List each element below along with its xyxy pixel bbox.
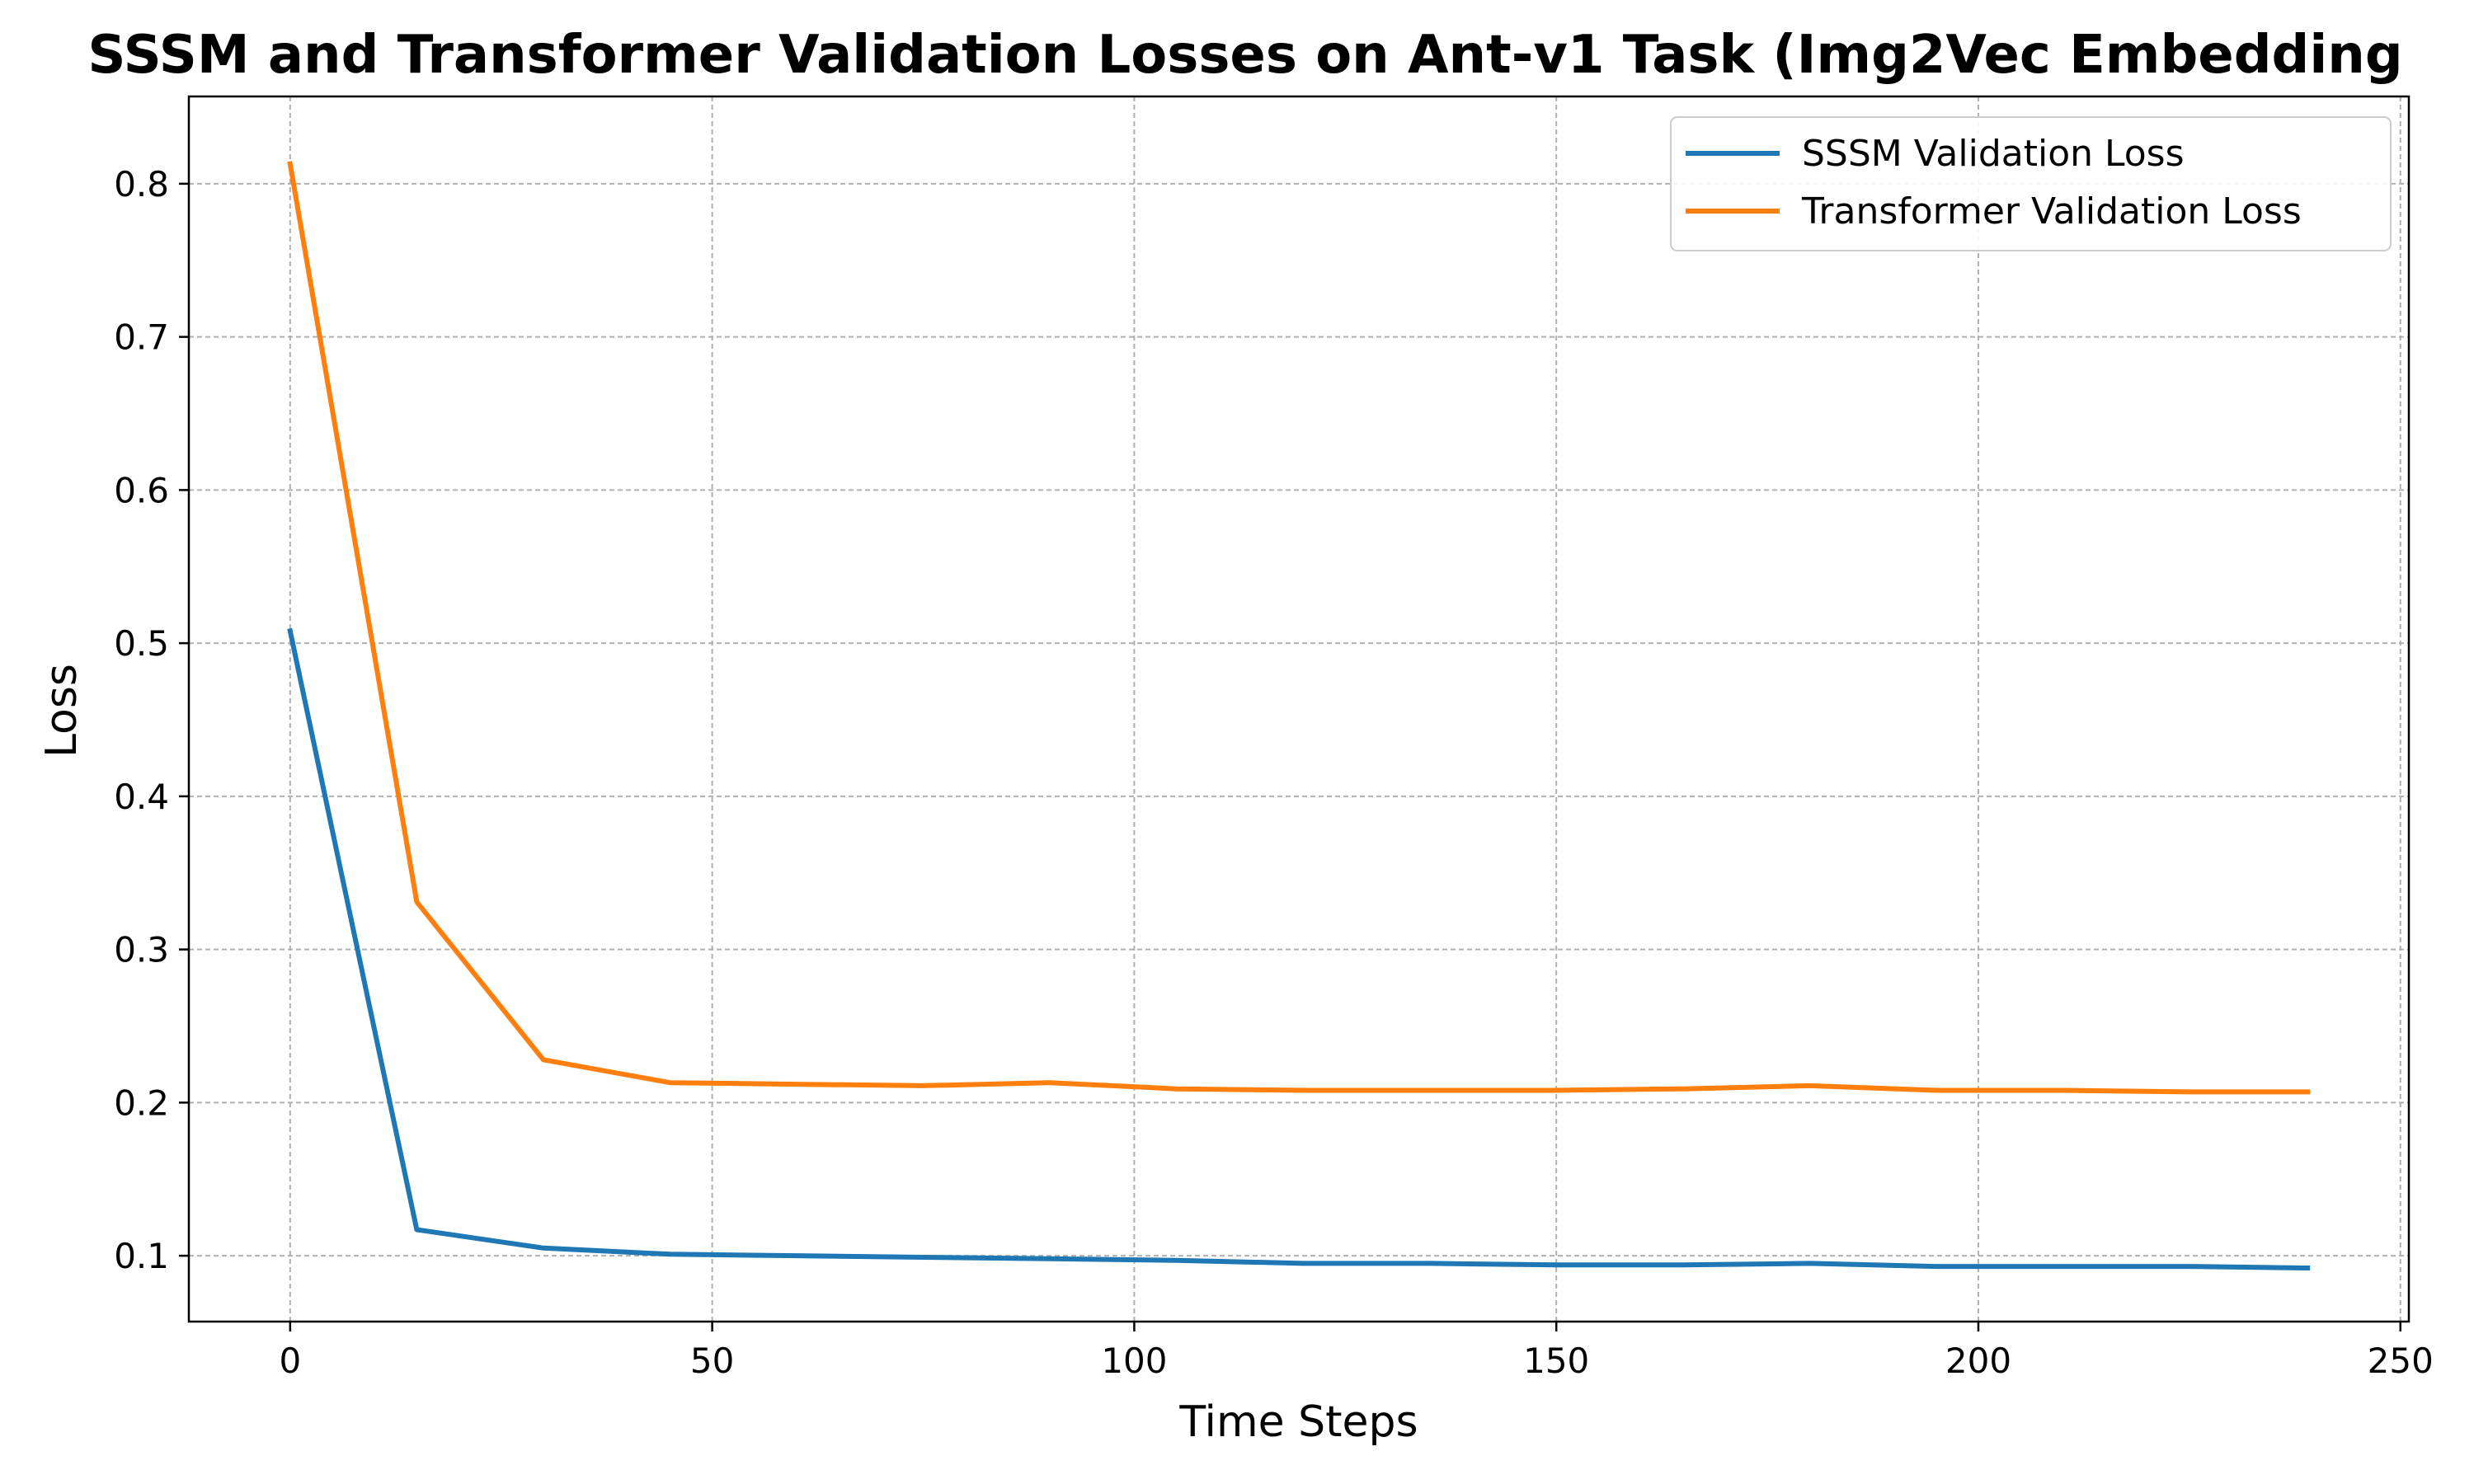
chart-title: SSSM and Transformer Validation Losses o… <box>87 25 2402 86</box>
y-axis-label: Loss <box>37 664 87 758</box>
legend-box <box>1670 116 2392 251</box>
series-lines <box>287 161 2311 1271</box>
plot-frame <box>187 95 2411 1323</box>
series-line-2 <box>287 161 2311 1095</box>
y-tick-label: 0.6 <box>114 470 169 510</box>
x-tick-label: 200 <box>1945 1341 2011 1381</box>
x-tick-label: 0 <box>279 1341 301 1381</box>
y-tick-label: 0.3 <box>114 930 169 970</box>
x-tick-label: 50 <box>690 1341 734 1381</box>
legend-label: SSSM Validation Loss <box>1802 133 2185 175</box>
y-tick-label: 0.4 <box>114 777 169 817</box>
y-tick-label: 0.2 <box>114 1082 169 1123</box>
x-axis-label: Time Steps <box>1178 1397 1418 1447</box>
y-tick-label: 0.7 <box>114 317 169 358</box>
x-tick-label: 250 <box>2368 1341 2434 1381</box>
legend: SSSM Validation Loss Transformer Validati… <box>1670 116 2392 251</box>
y-tick-label: 0.5 <box>114 623 169 664</box>
axis-ticks: 0 50 100 150 200 250 0.1 0.2 0.3 0.4 0.5 0.6 0.7 0.8 <box>114 164 2434 1381</box>
x-tick-label: 150 <box>1523 1341 1589 1381</box>
y-tick-label: 0.1 <box>114 1236 169 1276</box>
y-tick-label: 0.8 <box>114 164 169 204</box>
x-tick-label: 100 <box>1101 1341 1167 1381</box>
legend-label: Transformer Validation Loss <box>1801 190 2302 232</box>
series-line-1 <box>287 627 2311 1271</box>
